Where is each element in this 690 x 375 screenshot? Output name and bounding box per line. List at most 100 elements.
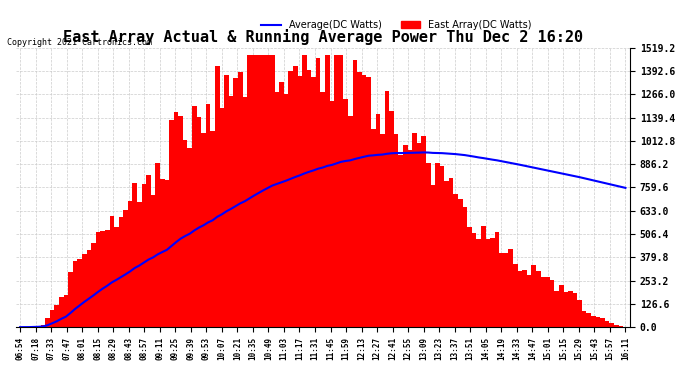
Bar	[105, 231, 110, 327]
Bar	[50, 310, 55, 327]
Bar	[124, 210, 128, 327]
Bar	[275, 92, 279, 327]
Bar	[481, 225, 486, 327]
Bar	[279, 82, 284, 327]
Bar	[119, 217, 124, 327]
Bar	[36, 326, 41, 327]
Bar	[371, 129, 375, 327]
Bar	[155, 164, 160, 327]
Bar	[307, 70, 311, 327]
Bar	[513, 264, 518, 327]
Bar	[247, 55, 252, 327]
Bar	[339, 55, 344, 327]
Bar	[444, 181, 449, 327]
Bar	[394, 134, 398, 327]
Bar	[389, 111, 394, 327]
Bar	[462, 207, 467, 327]
Bar	[550, 280, 554, 327]
Bar	[164, 180, 169, 327]
Bar	[605, 321, 609, 327]
Bar	[458, 199, 462, 327]
Bar	[412, 133, 417, 327]
Bar	[55, 305, 59, 327]
Bar	[495, 232, 500, 327]
Bar	[591, 316, 595, 327]
Bar	[325, 55, 330, 327]
Bar	[586, 314, 591, 327]
Bar	[431, 185, 435, 327]
Bar	[362, 75, 366, 327]
Bar	[210, 131, 215, 327]
Bar	[609, 323, 614, 327]
Bar	[302, 55, 307, 327]
Bar	[141, 183, 146, 327]
Bar	[564, 292, 568, 327]
Bar	[132, 183, 137, 327]
Bar	[297, 76, 302, 327]
Legend: Average(DC Watts), East Array(DC Watts): Average(DC Watts), East Array(DC Watts)	[257, 16, 535, 34]
Bar	[330, 101, 334, 327]
Bar	[403, 146, 408, 327]
Bar	[600, 318, 605, 327]
Bar	[522, 270, 527, 327]
Bar	[440, 166, 444, 327]
Bar	[96, 232, 100, 327]
Bar	[449, 178, 453, 327]
Bar	[311, 78, 316, 327]
Bar	[266, 55, 270, 327]
Bar	[229, 96, 233, 327]
Bar	[353, 60, 357, 327]
Bar	[527, 275, 531, 327]
Bar	[380, 134, 385, 327]
Bar	[178, 116, 183, 327]
Bar	[197, 117, 201, 327]
Bar	[618, 326, 623, 327]
Bar	[169, 120, 174, 327]
Bar	[578, 300, 582, 327]
Bar	[261, 55, 266, 327]
Bar	[334, 55, 339, 327]
Bar	[174, 112, 178, 327]
Bar	[215, 66, 219, 327]
Bar	[595, 316, 600, 327]
Bar	[504, 253, 509, 327]
Bar	[59, 297, 63, 327]
Bar	[100, 231, 105, 327]
Bar	[110, 216, 114, 327]
Bar	[183, 140, 188, 327]
Bar	[63, 295, 68, 327]
Bar	[568, 291, 573, 327]
Bar	[224, 75, 229, 327]
Bar	[366, 76, 371, 327]
Bar	[46, 318, 50, 327]
Bar	[284, 94, 288, 327]
Bar	[385, 91, 389, 327]
Bar	[219, 108, 224, 327]
Bar	[490, 238, 495, 327]
Bar	[554, 291, 559, 327]
Bar	[137, 202, 141, 327]
Bar	[435, 163, 440, 327]
Bar	[536, 271, 540, 327]
Bar	[151, 195, 155, 327]
Bar	[146, 175, 151, 327]
Bar	[573, 293, 578, 327]
Bar	[426, 163, 431, 327]
Bar	[206, 104, 210, 327]
Bar	[375, 114, 380, 327]
Bar	[82, 254, 86, 327]
Bar	[293, 66, 297, 327]
Bar	[398, 155, 403, 327]
Bar	[518, 270, 522, 327]
Bar	[252, 55, 256, 327]
Bar	[201, 133, 206, 327]
Text: Copyright 2021 Cartronics.com: Copyright 2021 Cartronics.com	[7, 38, 152, 47]
Bar	[160, 180, 164, 327]
Bar	[476, 239, 481, 327]
Bar	[41, 325, 46, 327]
Bar	[128, 201, 132, 327]
Bar	[192, 106, 197, 327]
Bar	[288, 71, 293, 327]
Bar	[344, 99, 348, 327]
Bar	[422, 136, 426, 327]
